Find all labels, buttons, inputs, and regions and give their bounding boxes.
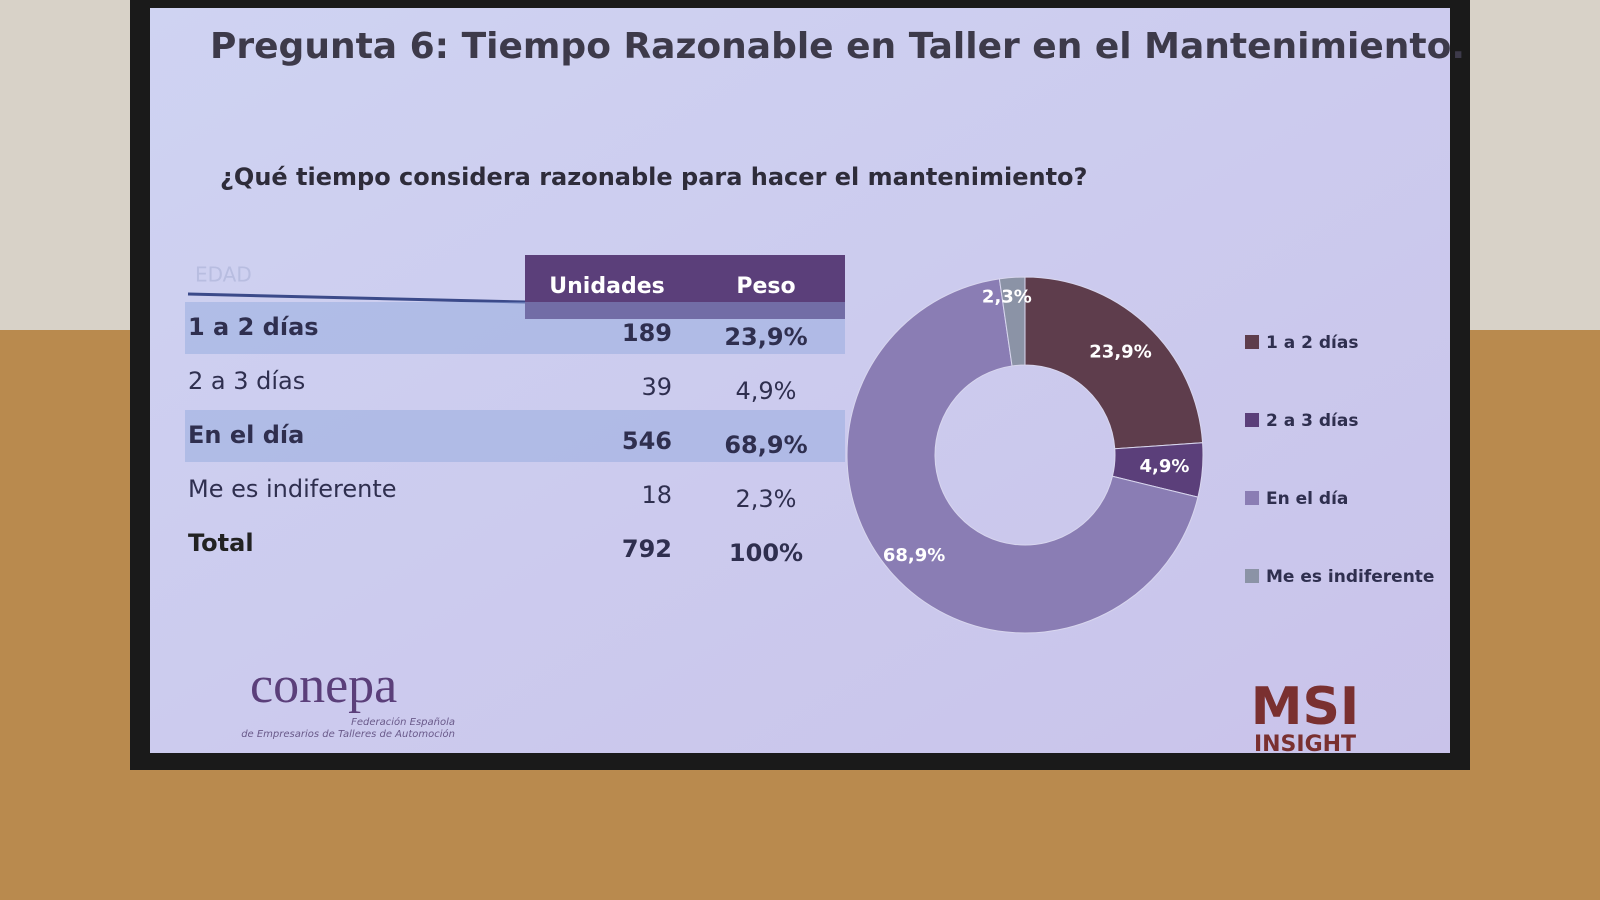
legend-swatch: [1245, 491, 1259, 505]
row-label: Total: [188, 529, 254, 557]
legend-swatch: [1245, 335, 1259, 349]
logo-tagline: de Empresarios de Talleres de Automoción: [241, 728, 455, 740]
header-rule: [187, 292, 526, 304]
cell-units: 792: [622, 535, 672, 563]
cell-weight: 4,9%: [736, 377, 797, 405]
column-header: Peso: [736, 274, 795, 299]
column-header: Unidades: [549, 274, 664, 299]
donut-slice: [998, 276, 1026, 367]
cell-weight: 100%: [729, 539, 803, 567]
slide-title: Pregunta 6: Tiempo Razonable en Taller e…: [210, 26, 1465, 67]
donut-slice: [846, 278, 1199, 634]
slide-subtitle: ¿Qué tiempo considera razonable para hac…: [220, 163, 1087, 191]
slice-label: 2,3%: [982, 286, 1032, 307]
donut-slice: [1024, 276, 1204, 450]
cell-units: 18: [641, 481, 672, 509]
cell-weight: 68,9%: [724, 431, 807, 459]
table-corner: EDAD: [195, 263, 252, 287]
logo-right: MSI: [1251, 677, 1360, 737]
legend-label: 1 a 2 días: [1266, 333, 1358, 353]
slice-label: 4,9%: [1140, 456, 1190, 477]
cell-units: 189: [622, 319, 672, 347]
row-label: En el día: [188, 421, 304, 449]
cell-weight: 23,9%: [724, 323, 807, 351]
legend-label: En el día: [1266, 489, 1348, 509]
row-band: [185, 302, 845, 354]
logo-right-sub: INSIGHT: [1254, 732, 1356, 757]
logo-tagline: Federación Española: [351, 716, 455, 728]
legend-label: Me es indiferente: [1266, 567, 1434, 587]
row-label: 2 a 3 días: [188, 367, 305, 395]
row-label: Me es indiferente: [188, 475, 397, 503]
legend-swatch: [1245, 569, 1259, 583]
logo-left: conepa: [250, 657, 397, 714]
legend-swatch: [1245, 413, 1259, 427]
table-header: [525, 255, 845, 319]
content: Unidades Peso 1 a 2 días 189 23,9% 2 a 3 días…: [185, 274, 1434, 634]
cell-units: 546: [622, 427, 672, 455]
slice-label: 23,9%: [1089, 342, 1151, 363]
row-band: [185, 410, 845, 462]
legend-label: 2 a 3 días: [1266, 411, 1358, 431]
slide: [150, 8, 1450, 753]
row-label: 1 a 2 días: [188, 313, 319, 341]
slice-label: 68,9%: [883, 545, 945, 566]
cell-weight: 2,3%: [736, 485, 797, 513]
cell-units: 39: [641, 373, 672, 401]
